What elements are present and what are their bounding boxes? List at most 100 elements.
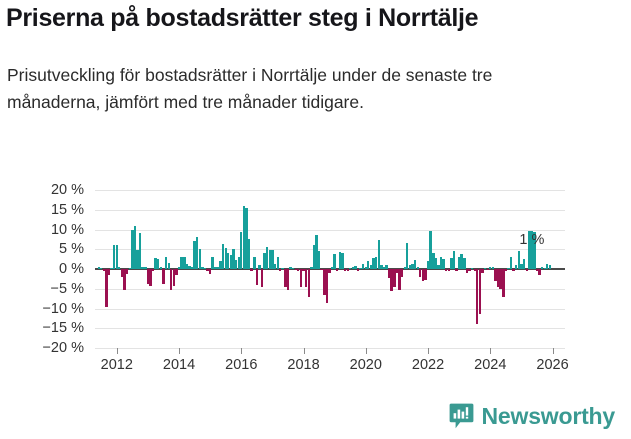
bar (120, 269, 124, 278)
bar (372, 257, 375, 269)
bar (457, 257, 461, 269)
x-axis-tick-label: 2014 (162, 357, 196, 373)
bar (543, 267, 546, 269)
bar (211, 257, 214, 269)
bar (460, 253, 463, 269)
bar (416, 267, 419, 269)
bar (349, 267, 352, 269)
bar (105, 269, 108, 307)
bar (387, 269, 391, 279)
bar (190, 267, 194, 269)
bar (390, 269, 393, 292)
bar (325, 269, 329, 303)
x-axis-tick (116, 348, 118, 354)
bar (362, 264, 365, 269)
bar (522, 259, 526, 269)
bar (102, 269, 105, 272)
bar (374, 257, 378, 269)
bar (413, 260, 417, 269)
bar (224, 248, 227, 269)
bar (535, 269, 539, 271)
y-axis-tick-label: −15 % (42, 320, 84, 337)
bar (302, 269, 305, 271)
bar (393, 269, 396, 288)
bar (341, 253, 344, 269)
bar (312, 245, 315, 269)
bar (214, 266, 217, 269)
bar (289, 267, 292, 269)
bar (520, 264, 523, 269)
bar (278, 269, 282, 271)
bar (294, 269, 297, 271)
bar (167, 263, 170, 269)
bar (481, 269, 484, 273)
brand-name: Newsworthy (481, 402, 616, 429)
bar (172, 269, 175, 286)
bar (297, 269, 300, 272)
bar (411, 263, 414, 269)
bar (113, 245, 116, 269)
bar (193, 241, 196, 269)
y-axis-tick-label: 10 % (50, 221, 84, 238)
bar (455, 269, 458, 272)
bar (180, 257, 183, 269)
bar (512, 269, 515, 272)
bar (307, 269, 311, 297)
bar (499, 269, 502, 289)
bar (502, 269, 505, 297)
gridline (95, 328, 565, 330)
bar (468, 269, 471, 271)
bar (177, 266, 181, 269)
bar (476, 269, 479, 325)
bar (478, 269, 482, 315)
x-axis-tick-label: 2024 (474, 357, 507, 373)
bar (136, 250, 139, 269)
bar (385, 264, 388, 269)
bar (146, 269, 150, 284)
bar (242, 205, 245, 269)
bar (541, 267, 544, 269)
bar (494, 269, 497, 281)
y-axis-tick-label: 15 % (50, 201, 84, 218)
bar (276, 257, 279, 269)
bar (201, 267, 204, 269)
bar (170, 269, 173, 290)
bar (452, 251, 456, 269)
bar (115, 245, 118, 269)
bar (447, 269, 451, 271)
bar (255, 269, 259, 285)
bar (304, 269, 308, 288)
bar (154, 257, 157, 269)
gridline (95, 190, 565, 191)
y-axis-labels: 20 % 15 % 10 % 5 % 0 % −5 % −10 % −15 % −20 % (12, 182, 84, 356)
bar (260, 269, 264, 288)
bar (310, 267, 313, 269)
bar (222, 244, 225, 269)
bar (471, 267, 474, 269)
bar (463, 257, 466, 269)
gridline (95, 348, 565, 349)
bar (198, 249, 202, 269)
bar (356, 269, 360, 272)
bar (354, 265, 357, 269)
gridline (95, 308, 565, 310)
x-axis-tick-label: 2012 (100, 357, 133, 373)
y-axis-tick-label: −10 % (42, 300, 84, 317)
x-axis-tick (303, 348, 305, 354)
bar (250, 269, 253, 271)
bar (216, 267, 220, 269)
bar (164, 256, 168, 269)
bar (426, 261, 430, 269)
bar (268, 249, 272, 269)
bar (434, 257, 438, 269)
gridline (95, 209, 565, 211)
bar (227, 253, 230, 269)
bar (323, 269, 326, 295)
bar (330, 267, 334, 269)
x-axis: 2012 2014 2016 2018 2020 2022 2024 2026 (95, 348, 569, 388)
bar-chart-speech-bubble-icon (449, 403, 474, 429)
bar (530, 231, 533, 269)
bar (429, 231, 432, 269)
bar (162, 269, 165, 284)
y-axis-tick-label: −5 % (50, 280, 84, 297)
